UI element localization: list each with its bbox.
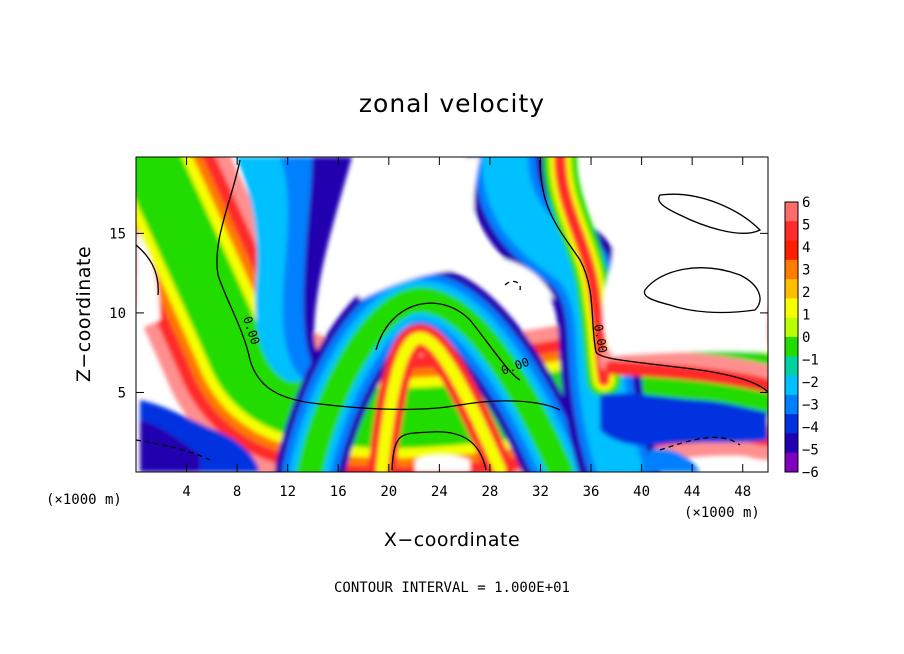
plot-area [136, 157, 768, 472]
contour-zero-right [539, 159, 768, 393]
contour-interval-note: CONTOUR INTERVAL = 1.000E+01 [334, 580, 570, 596]
x-tick-label: 12 [279, 484, 296, 500]
x-tick-label: 36 [583, 484, 600, 500]
contour-dashed-lowleft [136, 439, 211, 461]
patch-blue-lowright [600, 393, 768, 446]
x-unit-left: (×1000 m) [46, 492, 122, 508]
contour-zero-arch [375, 302, 521, 381]
x-tick-label: 32 [532, 484, 549, 500]
colorbar-swatch [785, 317, 798, 338]
colorbar-swatch [785, 356, 798, 377]
contour-label: 0.00 [591, 323, 610, 354]
colorbar-frame [784, 201, 799, 473]
x-tick-label: 20 [380, 484, 397, 500]
contour-dashed-mid [504, 280, 521, 291]
white-bottom-center [415, 455, 470, 472]
colorbar-label: −3 [802, 398, 819, 414]
colorbar-label: 4 [802, 240, 810, 256]
colorbar-swatch [785, 375, 798, 396]
y-tick-label: 15 [109, 226, 126, 242]
white-left [136, 230, 160, 330]
colorbar-swatch [785, 298, 798, 319]
y-axis-label: Z−coordinate [73, 246, 95, 382]
contour-thin-right-top [658, 193, 762, 234]
patch-blue-bottomright [640, 448, 700, 472]
colorbar-label: −5 [802, 443, 819, 459]
plot-frame [135, 156, 769, 473]
x-axis-label: X−coordinate [384, 529, 520, 551]
colorbar-swatch [785, 221, 798, 242]
colorbar-label: −1 [802, 353, 819, 369]
white-top-right [602, 157, 768, 356]
colorbar-label: 0 [802, 330, 810, 346]
y-tick-label: 10 [109, 306, 126, 322]
x-axis-ticks: 4 8 12 16 20 24 28 32 36 40 44 48 [182, 157, 751, 500]
colorbar-swatch [785, 240, 798, 261]
x-tick-label: 16 [330, 484, 347, 500]
contour-lines [136, 159, 768, 471]
x-tick-label: 48 [734, 484, 751, 500]
x-tick-label: 4 [182, 484, 190, 500]
arch-green [297, 287, 573, 472]
white-top-center [353, 157, 555, 300]
colorbar-swatch [785, 202, 798, 222]
x-tick-label: 24 [431, 484, 448, 500]
velocity-field [136, 157, 768, 472]
patch-navy-lowleft [140, 420, 200, 472]
arch-yellow [376, 332, 506, 472]
contour-zero-bottom [391, 431, 487, 471]
colorbar-label: −2 [802, 375, 819, 391]
contour-zero-left [216, 159, 561, 411]
colorbar-swatch [785, 433, 798, 454]
colorbar-swatch [785, 279, 798, 299]
colorbar-swatch [785, 337, 798, 357]
contour-dashed-lowright [659, 436, 741, 451]
colorbar-label: 5 [802, 218, 810, 234]
colorbar: 6 5 4 3 2 1 0 −1 −2 −3 −4 −5 −6 [784, 195, 819, 481]
colorbar-swatch [785, 259, 798, 280]
right-jet-red [554, 157, 610, 386]
contour-thin-left [136, 244, 159, 296]
x-tick-label: 40 [633, 484, 650, 500]
x-unit-right: (×1000 m) [684, 505, 760, 521]
colorbar-swatch [785, 452, 798, 473]
colorbar-swatch [785, 414, 798, 434]
y-axis-ticks: 5 10 15 [109, 226, 768, 401]
colorbar-label: −6 [802, 465, 819, 481]
chart-title: zonal velocity [359, 89, 545, 118]
colorbar-label: 6 [802, 195, 810, 211]
y-tick-label: 5 [118, 385, 126, 401]
colorbar-label: −4 [802, 420, 819, 436]
colorbar-label: 2 [802, 285, 810, 301]
x-tick-label: 8 [233, 484, 241, 500]
colorbar-swatch [785, 394, 798, 415]
contour-thin-right-mid [643, 267, 761, 314]
x-tick-label: 28 [481, 484, 498, 500]
x-tick-label: 44 [684, 484, 701, 500]
lobe-navy-left [303, 157, 352, 378]
colorbar-label: 3 [802, 263, 810, 279]
colorbar-label: 1 [802, 308, 810, 324]
